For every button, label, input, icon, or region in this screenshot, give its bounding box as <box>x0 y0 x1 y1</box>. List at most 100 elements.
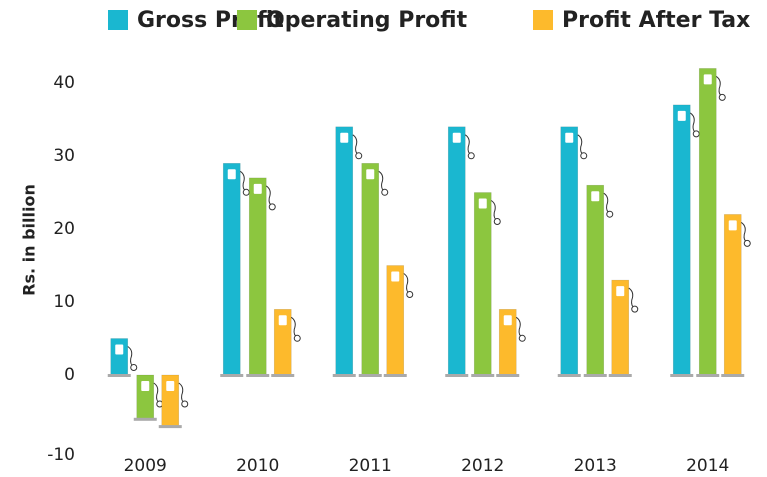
y-tick-label: 20 <box>53 219 75 239</box>
pump-nozzle <box>692 130 700 138</box>
pump-nozzle <box>381 188 389 196</box>
pump-hose <box>378 170 386 192</box>
pump-display <box>340 132 349 143</box>
pump-hose <box>464 134 472 156</box>
pump-hose <box>715 75 723 97</box>
pump-hose <box>689 112 697 134</box>
pump-display <box>452 132 461 143</box>
pump-display <box>366 169 375 180</box>
pump-display <box>591 191 600 202</box>
x-tick-label: 2009 <box>124 456 167 476</box>
pump-display <box>115 344 124 355</box>
pump-base <box>383 374 407 377</box>
legend-swatch <box>533 10 553 30</box>
y-tick-label: 40 <box>53 73 75 93</box>
pump-base <box>721 374 745 377</box>
pump-display <box>677 110 686 121</box>
bar <box>110 338 129 376</box>
pump-base <box>133 417 157 421</box>
pump-base <box>220 374 244 377</box>
pump-display <box>166 381 175 391</box>
pump-hose <box>515 316 523 338</box>
bar <box>723 214 742 376</box>
pump-hose <box>290 316 298 338</box>
pump-base <box>271 374 295 377</box>
y-axis-title: Rs. in billion <box>20 184 39 296</box>
pump-base <box>496 374 520 377</box>
pump-nozzle <box>355 152 363 160</box>
bar <box>586 184 605 376</box>
bar <box>447 126 466 376</box>
pump-base <box>608 374 632 377</box>
bar <box>386 265 405 376</box>
x-tick-label: 2014 <box>686 456 729 476</box>
pump-base <box>332 374 356 377</box>
pump-base <box>471 374 495 377</box>
pump-base <box>107 374 131 377</box>
pump-display <box>728 220 737 231</box>
pump-display <box>703 74 712 85</box>
bar <box>672 104 691 376</box>
pump-nozzle <box>606 210 614 218</box>
pump-hose <box>153 382 161 404</box>
y-tick-label: 10 <box>53 292 75 312</box>
y-tick-label: 0 <box>64 365 75 385</box>
pump-hose <box>740 221 748 243</box>
pump-nozzle <box>743 239 751 247</box>
pump-nozzle <box>493 218 501 225</box>
x-tick-label: 2011 <box>349 456 392 476</box>
pump-display <box>253 183 262 194</box>
legend-swatch <box>237 10 257 30</box>
y-tick-label: -10 <box>47 445 75 465</box>
bar <box>361 163 380 376</box>
pump-hose <box>239 170 247 192</box>
bar <box>248 177 267 376</box>
pump-display <box>391 271 400 282</box>
pump-nozzle <box>580 152 588 160</box>
pump-display <box>616 286 625 297</box>
pump-base <box>670 374 694 377</box>
pump-nozzle <box>718 93 726 101</box>
legend-label: Gross Profit <box>137 8 284 33</box>
pump-base <box>445 374 469 377</box>
y-tick-label: 30 <box>53 146 75 166</box>
pump-nozzle <box>467 152 475 160</box>
bar <box>560 126 579 376</box>
pump-display <box>141 381 150 391</box>
x-tick-label: 2010 <box>236 456 279 476</box>
pump-display <box>478 198 487 209</box>
pump-hose <box>577 134 585 156</box>
pump-base <box>557 374 581 377</box>
pump-hose <box>127 346 135 367</box>
pump-hose <box>603 192 611 214</box>
legend-swatch <box>108 10 128 30</box>
legend-label: Operating Profit <box>266 8 468 33</box>
x-tick-label: 2012 <box>461 456 504 476</box>
pump-display <box>278 315 287 326</box>
pump-nozzle <box>406 291 414 298</box>
pump-display <box>227 169 236 180</box>
pump-nozzle <box>268 203 276 211</box>
pump-hose <box>628 287 636 309</box>
x-tick-label: 2013 <box>574 456 617 476</box>
bar <box>335 126 354 376</box>
pump-base <box>696 374 720 377</box>
pump-hose <box>403 273 411 294</box>
pump-nozzle <box>130 364 138 371</box>
pump-base <box>246 374 270 377</box>
pump-nozzle <box>242 188 250 196</box>
pump-display <box>503 315 512 326</box>
pump-hose <box>178 382 186 404</box>
pump-nozzle <box>293 334 301 342</box>
pump-base <box>358 374 382 377</box>
bar <box>222 163 241 376</box>
pump-hose <box>490 200 498 221</box>
bar <box>698 68 717 376</box>
pump-hose <box>352 134 360 156</box>
pump-nozzle <box>518 334 526 342</box>
pump-base <box>583 374 607 377</box>
pump-hose <box>265 185 273 207</box>
bar <box>473 192 492 376</box>
pump-display <box>565 132 574 143</box>
